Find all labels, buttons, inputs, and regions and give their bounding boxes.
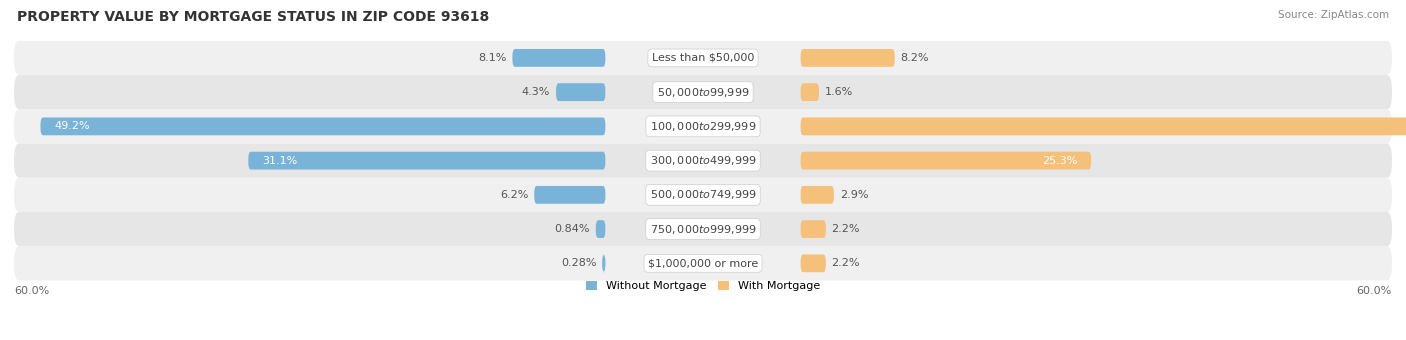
FancyBboxPatch shape: [512, 49, 606, 67]
FancyBboxPatch shape: [14, 41, 1392, 75]
FancyBboxPatch shape: [602, 254, 606, 272]
FancyBboxPatch shape: [596, 220, 606, 238]
Text: $750,000 to $999,999: $750,000 to $999,999: [650, 223, 756, 236]
Text: $1,000,000 or more: $1,000,000 or more: [648, 258, 758, 268]
FancyBboxPatch shape: [800, 220, 825, 238]
Text: 6.2%: 6.2%: [501, 190, 529, 200]
FancyBboxPatch shape: [800, 152, 1091, 170]
FancyBboxPatch shape: [14, 178, 1392, 212]
FancyBboxPatch shape: [800, 118, 1406, 135]
Text: 4.3%: 4.3%: [522, 87, 550, 97]
Text: $300,000 to $499,999: $300,000 to $499,999: [650, 154, 756, 167]
FancyBboxPatch shape: [800, 49, 894, 67]
FancyBboxPatch shape: [14, 75, 1392, 109]
Text: 60.0%: 60.0%: [14, 286, 49, 295]
FancyBboxPatch shape: [249, 152, 606, 170]
Legend: Without Mortgage, With Mortgage: Without Mortgage, With Mortgage: [582, 276, 824, 296]
Text: 8.1%: 8.1%: [478, 53, 506, 63]
Text: $100,000 to $299,999: $100,000 to $299,999: [650, 120, 756, 133]
FancyBboxPatch shape: [14, 246, 1392, 280]
FancyBboxPatch shape: [14, 143, 1392, 178]
Text: 2.9%: 2.9%: [839, 190, 868, 200]
Text: 31.1%: 31.1%: [262, 156, 297, 166]
FancyBboxPatch shape: [555, 83, 606, 101]
Text: 2.2%: 2.2%: [831, 224, 860, 234]
Text: Source: ZipAtlas.com: Source: ZipAtlas.com: [1278, 10, 1389, 20]
Text: 25.3%: 25.3%: [1042, 156, 1077, 166]
Text: 8.2%: 8.2%: [900, 53, 929, 63]
Text: 2.2%: 2.2%: [831, 258, 860, 268]
Text: PROPERTY VALUE BY MORTGAGE STATUS IN ZIP CODE 93618: PROPERTY VALUE BY MORTGAGE STATUS IN ZIP…: [17, 10, 489, 24]
FancyBboxPatch shape: [14, 109, 1392, 143]
FancyBboxPatch shape: [800, 254, 825, 272]
Text: 1.6%: 1.6%: [825, 87, 853, 97]
FancyBboxPatch shape: [41, 118, 606, 135]
Text: 0.84%: 0.84%: [554, 224, 591, 234]
Text: 49.2%: 49.2%: [55, 121, 90, 131]
Text: 60.0%: 60.0%: [1357, 286, 1392, 295]
FancyBboxPatch shape: [800, 83, 818, 101]
Text: Less than $50,000: Less than $50,000: [652, 53, 754, 63]
Text: 0.28%: 0.28%: [561, 258, 596, 268]
FancyBboxPatch shape: [14, 212, 1392, 246]
Text: $500,000 to $749,999: $500,000 to $749,999: [650, 188, 756, 201]
FancyBboxPatch shape: [800, 186, 834, 204]
FancyBboxPatch shape: [534, 186, 606, 204]
Text: $50,000 to $99,999: $50,000 to $99,999: [657, 86, 749, 99]
